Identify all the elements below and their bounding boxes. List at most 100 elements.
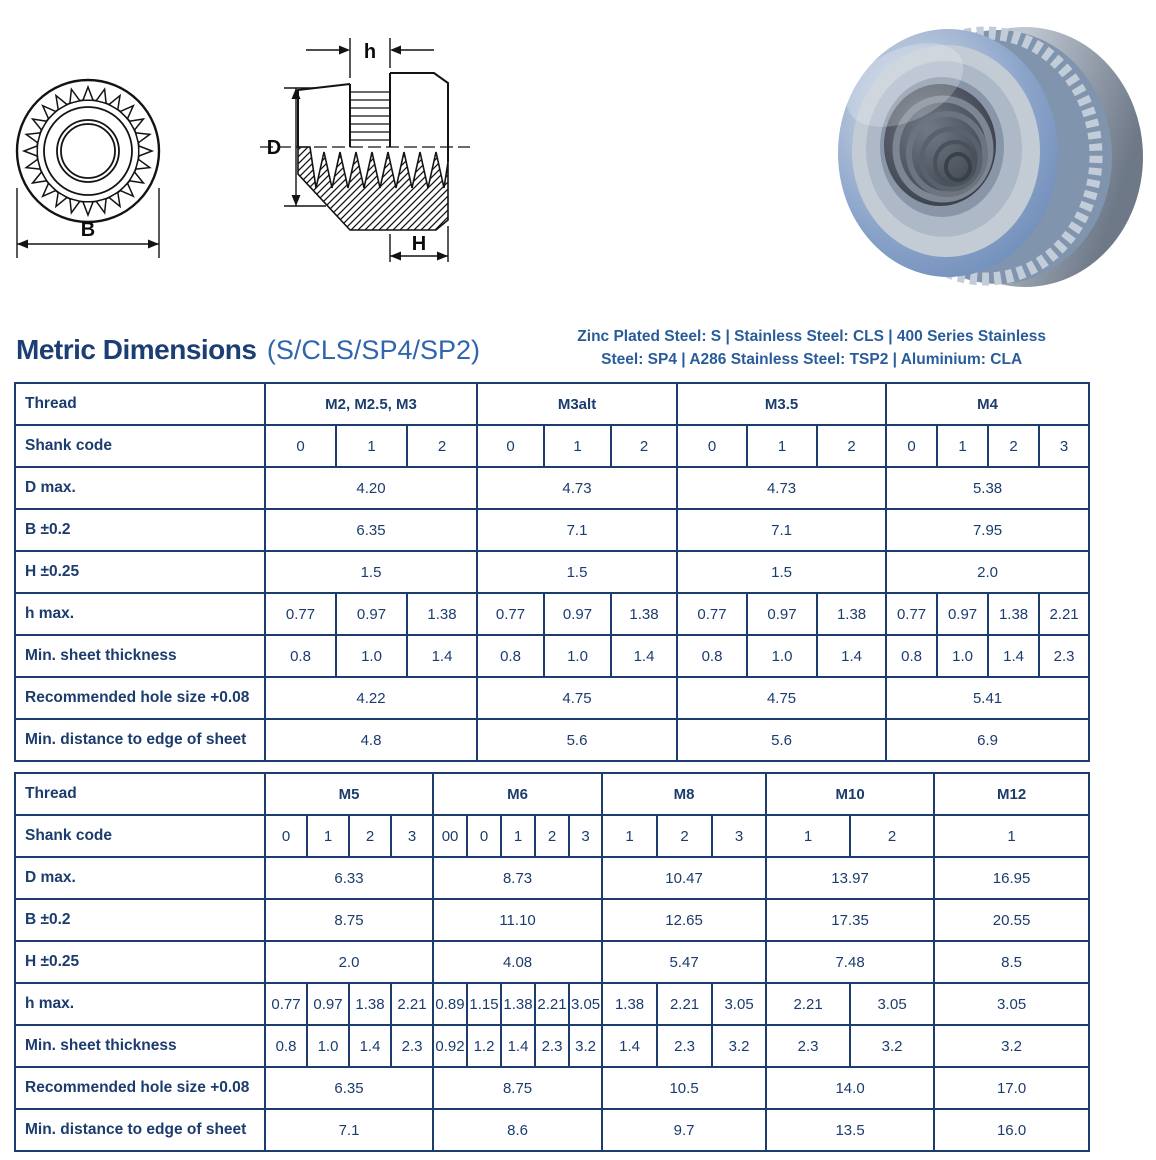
row-label: Min. sheet thickness [14,1024,266,1068]
serration-tooth [24,157,42,170]
serration-tooth [94,87,107,105]
value-cell: 1.4 [601,1024,659,1068]
serration-tooth [94,197,107,215]
table-row: Shank code 0 1 2 0 1 2 0 1 2 0 1 2 3 [14,424,1091,468]
serration-tooth [118,104,135,121]
dim-label-d: D [267,137,281,159]
thread-header-cell: M10 [765,772,936,816]
serration-tooth [134,157,152,170]
material-note-line2: Steel: SP4 | A286 Stainless Steel: TSP2 … [601,351,1023,368]
value-cell: 17.0 [933,1066,1091,1110]
row-label: Recommended hole size +0.08 [14,676,266,720]
serration-tooth [41,181,58,198]
value-cell: 1.4 [609,634,679,678]
d-arrow-bottom [291,195,301,206]
table-row: B ±0.2 8.75 11.10 12.65 17.35 20.55 [14,898,1091,942]
front-view-drawing: B [15,78,161,258]
value-cell: 1.15 [466,982,503,1026]
material-note-line1: Zinc Plated Steel: S | Stainless Steel: … [577,328,1046,345]
value-cell: 4.8 [264,718,478,762]
value-cell: 1.4 [987,634,1041,678]
serration-tooth [30,170,48,185]
shank-circle [43,106,133,196]
value-cell: 1.5 [264,550,478,594]
row-label: H ±0.25 [14,940,266,984]
value-cell: 2.0 [885,550,1091,594]
value-cell: 14.0 [765,1066,936,1110]
value-cell: 0.89 [432,982,469,1026]
value-cell: 4.73 [475,466,679,510]
serration-tooth [118,181,135,198]
table-row: Thread M5 M6 M8 M10 M12 [14,772,1091,816]
value-cell: 1 [500,814,537,858]
value-cell: 0.8 [264,1024,308,1068]
table-row: Min. sheet thickness 0.8 1.0 1.4 0.8 1.0 1.4 0.… [14,634,1091,678]
value-cell: 5.6 [676,718,888,762]
h-arrow-left [339,45,350,55]
metric-table-small-threads: Thread M2, M2.5, M3 M3alt M3.5 M4 Shank code 0… [14,382,1091,762]
table-row: Recommended hole size +0.08 6.35 8.75 10.5 1… [14,1066,1091,1110]
table-row: Min. sheet thickness 0.8 1.0 1.4 2.3 0.92 1.2 1… [14,1024,1091,1068]
value-cell: 10.5 [601,1066,768,1110]
value-cell: 0.77 [264,982,308,1026]
value-cell: 17.35 [765,898,936,942]
bore-circle [60,123,116,179]
value-cell: 8.6 [432,1108,604,1152]
value-cell: 12.65 [601,898,768,942]
product-photo [838,26,1143,287]
value-cell: 5.47 [601,940,768,984]
value-cell: 2 [816,424,888,468]
row-label: Min. sheet thickness [14,634,266,678]
dim-label-h-small: h [364,41,376,63]
row-label: Thread [14,772,266,816]
value-cell: 0.8 [264,634,337,678]
value-cell: 2.3 [656,1024,714,1068]
serration-ring [21,84,155,218]
value-cell: 1.2 [466,1024,503,1068]
value-cell: 2.3 [534,1024,571,1068]
d-dimension-lines [284,87,326,207]
page-title-suffix: (S/CLS/SP4/SP2) [266,335,480,365]
value-cell: 2.21 [389,982,435,1026]
table-row: D max. 6.33 8.73 10.47 13.97 16.95 [14,856,1091,900]
value-cell: 0 [885,424,939,468]
material-note: Zinc Plated Steel: S | Stainless Steel: … [577,325,1046,371]
table-row: Min. distance to edge of sheet 7.1 8.6 9.7 1… [14,1108,1091,1152]
value-cell: 8.75 [263,898,435,942]
row-label: Thread [14,382,266,426]
value-cell: 13.5 [765,1108,936,1152]
value-cell: 6.9 [885,718,1091,762]
table-row: h max. 0.77 0.97 1.38 0.77 0.97 1.38 0.77 0.97 1.… [14,592,1091,636]
value-cell: 20.55 [933,898,1091,942]
value-cell: 0.97 [746,592,819,636]
value-cell: 7.1 [263,1108,435,1152]
row-label: h max. [14,592,266,636]
table-row: Recommended hole size +0.08 4.22 4.75 4.75 5… [14,676,1091,720]
value-cell: 1.0 [936,634,990,678]
value-cell: 0.97 [936,592,990,636]
value-cell: 0 [676,424,749,468]
value-cell: 2 [348,814,392,858]
row-label: H ±0.25 [14,550,266,594]
value-cell: 3.2 [933,1024,1091,1068]
value-cell: 7.1 [676,508,888,552]
value-cell: 3.05 [711,982,768,1026]
value-cell: 4.75 [475,676,679,720]
value-cell: 6.35 [264,508,478,552]
value-cell: 1 [746,424,819,468]
value-cell: 1.5 [676,550,888,594]
table-row: Thread M2, M2.5, M3 M3alt M3.5 M4 [14,382,1091,426]
value-cell: 8.75 [432,1066,604,1110]
value-cell: 0.97 [306,982,350,1026]
value-cell: 3.05 [933,982,1091,1026]
value-cell: 00 [432,814,469,858]
serration-tooth [54,93,69,111]
serration-tooth [128,117,146,132]
value-cell: 0.8 [476,634,545,678]
value-cell: 2.21 [1038,592,1091,636]
value-cell: 3.2 [568,1024,604,1068]
value-cell: 5.38 [885,466,1091,510]
value-cell: 3.05 [849,982,936,1026]
h-arrow-right [390,45,401,55]
